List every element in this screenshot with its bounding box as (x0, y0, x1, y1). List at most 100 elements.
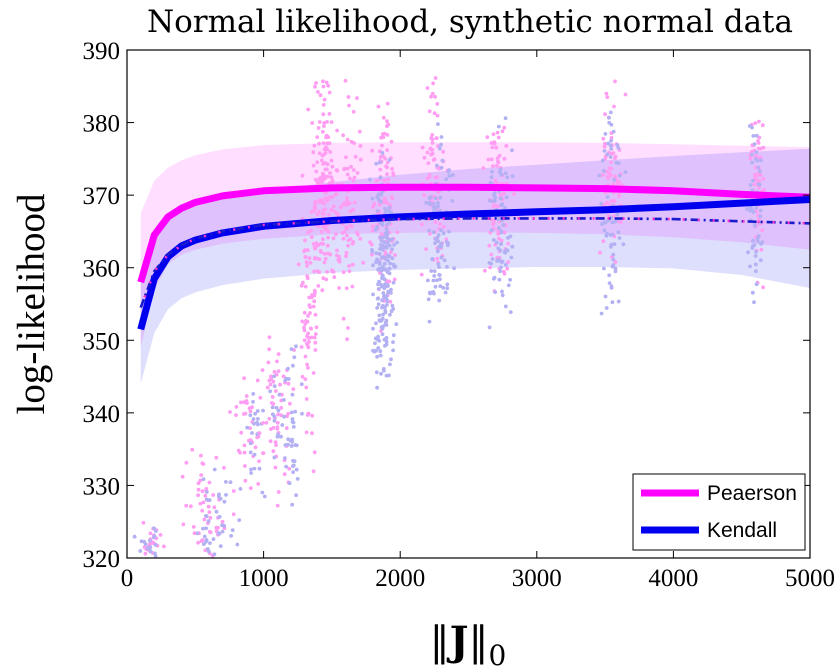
scatter-point (231, 512, 236, 517)
scatter-point (327, 90, 332, 95)
scatter-point (313, 340, 318, 345)
scatter-point (497, 236, 501, 241)
scatter-point (325, 243, 330, 248)
scatter-point (608, 155, 613, 159)
scatter-point (426, 297, 431, 302)
scatter-point (315, 160, 320, 165)
scatter-point (299, 382, 304, 387)
scatter-point (276, 352, 281, 356)
scatter-point (329, 175, 334, 180)
scatter-point (378, 155, 383, 159)
scatter-point (291, 363, 295, 368)
scatter-point (752, 182, 757, 187)
scatter-point (184, 503, 189, 508)
scatter-point (293, 443, 298, 447)
scatter-point (256, 482, 261, 486)
scatter-point (378, 243, 383, 247)
scatter-point (313, 246, 318, 251)
scatter-point (508, 277, 512, 282)
scatter-point (493, 180, 498, 185)
scatter-point (334, 232, 338, 237)
x-tick-label: 4000 (648, 565, 698, 592)
scatter-point (496, 232, 500, 236)
scatter-point (499, 229, 504, 234)
scatter-point (294, 493, 298, 498)
scatter-point (752, 243, 757, 248)
scatter-point (393, 253, 397, 257)
scatter-point (142, 540, 147, 544)
scatter-point (756, 178, 761, 183)
scatter-point (427, 109, 432, 114)
scatter-point (496, 160, 501, 165)
scatter-point (394, 322, 399, 326)
scatter-point (386, 177, 391, 182)
legend-label-kendall: Kendall (707, 519, 777, 542)
scatter-point (491, 238, 496, 242)
scatter-point (158, 533, 163, 537)
scatter-point (312, 288, 317, 293)
scatter-point (317, 209, 322, 214)
scatter-point (352, 175, 357, 180)
scatter-point (355, 171, 360, 175)
scatter-point (751, 178, 755, 183)
scatter-point (381, 135, 386, 140)
scatter-point (377, 251, 382, 256)
scatter-point (611, 129, 616, 134)
scatter-point (279, 406, 284, 410)
scatter-point (321, 79, 325, 84)
scatter-point (487, 325, 492, 330)
scatter-point (392, 243, 396, 247)
scatter-point (351, 109, 356, 114)
scatter-point (435, 113, 440, 118)
scatter-point (757, 146, 761, 151)
scatter-point (386, 291, 390, 295)
scatter-point (379, 318, 384, 323)
scatter-point (201, 526, 205, 531)
scatter-point (370, 224, 375, 229)
scatter-point (290, 392, 295, 397)
scatter-point (385, 236, 390, 241)
scatter-point (395, 240, 399, 245)
scatter-point (431, 278, 436, 283)
scatter-point (214, 525, 219, 530)
scatter-point (387, 220, 391, 225)
scatter-point (303, 238, 307, 243)
x-tick-label: 1000 (239, 565, 289, 592)
scatter-point (322, 121, 327, 125)
scatter-point (319, 241, 323, 246)
scatter-point (317, 151, 322, 156)
scatter-point (350, 241, 355, 246)
scatter-point (324, 80, 329, 85)
scatter-point (437, 265, 441, 269)
scatter-point (302, 328, 307, 333)
scatter-point (429, 94, 433, 99)
scatter-point (390, 237, 395, 242)
scatter-point (242, 443, 247, 448)
y-tick-label: 360 (83, 256, 121, 283)
scatter-point (335, 248, 339, 253)
scatter-point (204, 497, 209, 502)
scatter-point (389, 309, 394, 314)
scatter-point (510, 174, 515, 179)
scatter-point (274, 405, 279, 410)
scatter-point (268, 389, 272, 394)
scatter-point (754, 209, 759, 214)
scatter-point (326, 235, 330, 240)
scatter-point (199, 473, 204, 477)
scatter-point (302, 338, 307, 343)
scatter-point (748, 156, 753, 161)
scatter-point (153, 543, 158, 547)
legend-box (632, 473, 806, 551)
scatter-point (291, 470, 295, 474)
scatter-point (196, 493, 201, 498)
scatter-point (498, 167, 503, 172)
scatter-point (316, 90, 320, 94)
scatter-point (198, 478, 203, 483)
scatter-point (388, 210, 392, 215)
scatter-point (280, 423, 285, 427)
scatter-point (428, 231, 432, 236)
scatter-point (602, 228, 607, 233)
scatter-point (358, 144, 363, 148)
scatter-point (351, 168, 356, 172)
scatter-point (370, 228, 375, 233)
